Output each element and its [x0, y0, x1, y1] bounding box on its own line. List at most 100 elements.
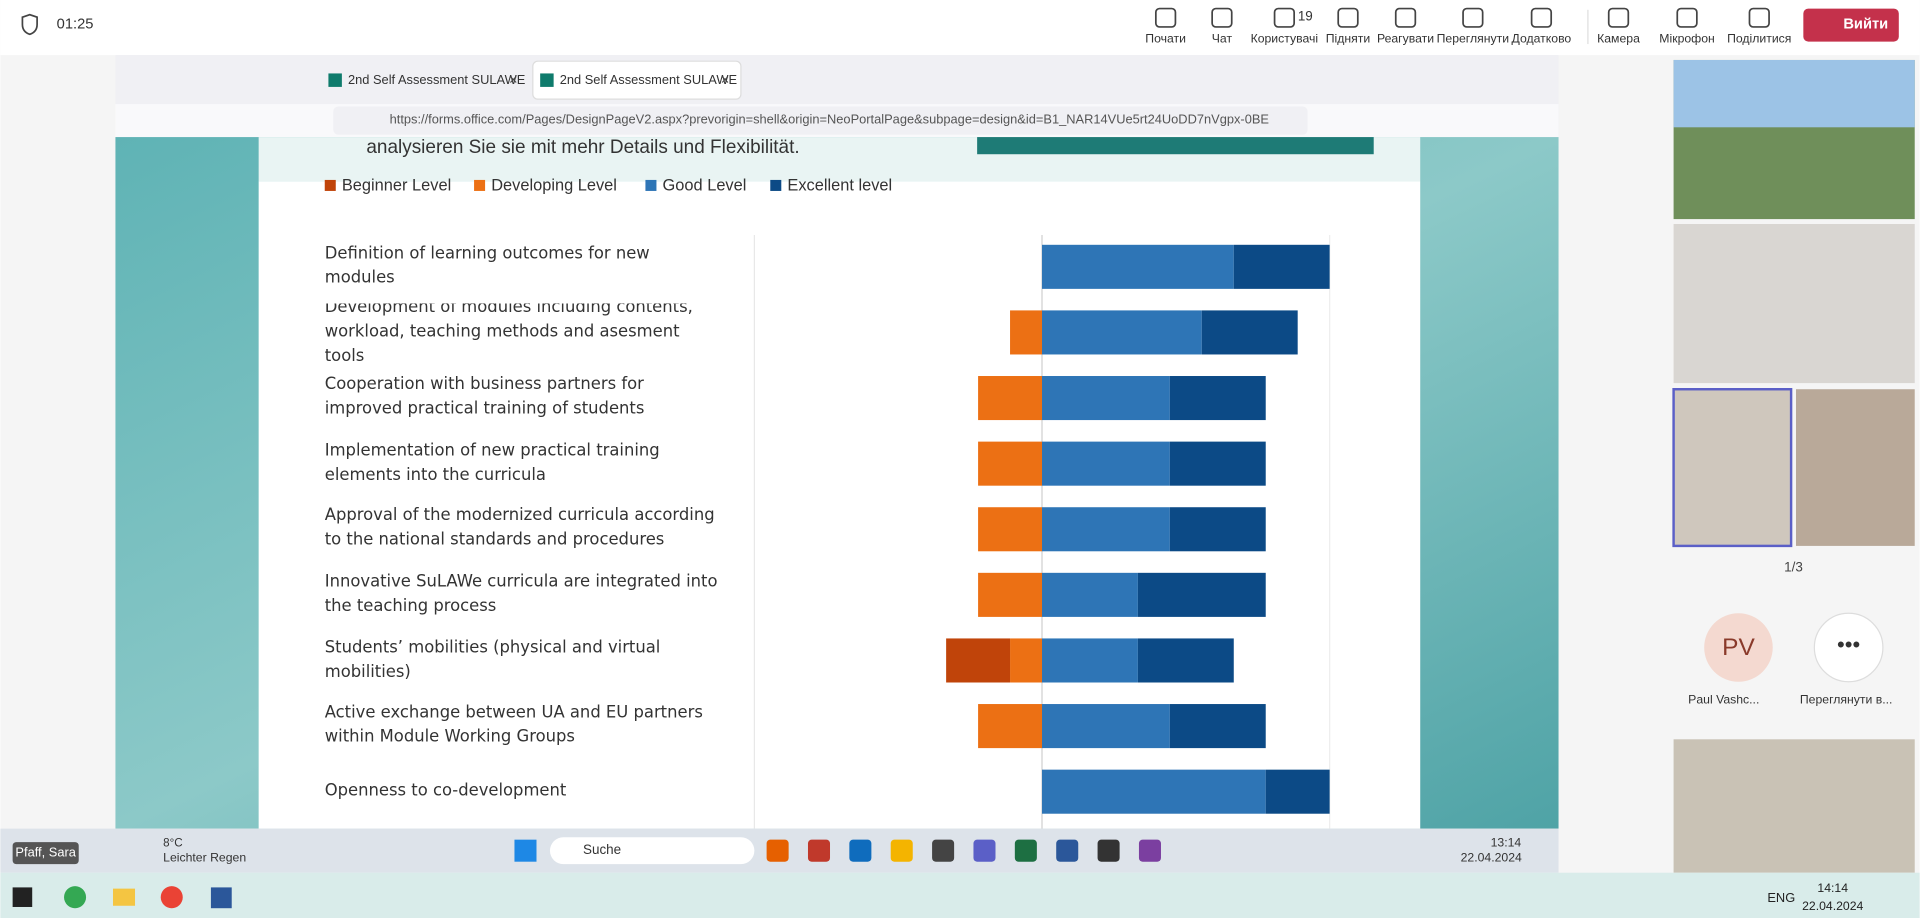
button-icon [1394, 7, 1417, 28]
bar-segment [1042, 244, 1234, 289]
app-icon[interactable] [932, 839, 955, 862]
bar-segment [1042, 441, 1170, 486]
tab-close: × [509, 73, 518, 89]
folder-icon[interactable] [112, 888, 136, 906]
app-icon[interactable] [807, 839, 831, 862]
legend-label: Good Level [663, 176, 747, 194]
app-icon[interactable] [1138, 839, 1161, 862]
bar-segment [1042, 769, 1266, 814]
bar-segment [1042, 638, 1138, 683]
button-label[interactable]: Додатково [1512, 31, 1572, 45]
button-label[interactable]: Переглянути [1437, 31, 1509, 45]
leave-button[interactable] [1803, 8, 1899, 42]
app-icon[interactable] [1056, 839, 1079, 862]
button-label[interactable]: Поділитися [1727, 31, 1791, 45]
os-date: 22.04.2024 [1802, 899, 1863, 913]
category-box: Active exchange between UA and EU partne… [324, 704, 703, 747]
app-icon[interactable] [1097, 839, 1120, 862]
weather: Leichter Regen [163, 850, 246, 864]
bar-segment [1042, 376, 1170, 421]
legend-swatch [324, 179, 336, 191]
category-label: Active exchange between UA and EU partne… [324, 704, 703, 747]
bar-segment [1233, 244, 1330, 289]
category-box: Implementation of new practical training… [325, 442, 660, 485]
button-icon [1748, 7, 1770, 28]
excel-button[interactable] [977, 137, 1374, 155]
app-icon[interactable] [849, 839, 872, 862]
active-tab[interactable] [532, 60, 742, 100]
tab-close: × [721, 73, 730, 89]
bar-segment [1265, 769, 1330, 814]
app-icon[interactable] [890, 839, 913, 862]
button-icon [1154, 7, 1177, 28]
bar-segment [978, 507, 1043, 552]
bar-segment [1137, 572, 1266, 617]
button-label[interactable]: Користувачі [1251, 31, 1319, 45]
bar-segment [978, 441, 1043, 486]
os-taskbar [0, 872, 1920, 918]
category-label: Development of modules including content… [324, 303, 693, 362]
button-icon [1273, 7, 1296, 28]
bar-segment [1042, 310, 1202, 355]
start-button[interactable] [514, 839, 537, 862]
category-box: Development of modules including content… [324, 303, 693, 362]
avatar-initials: PV [1722, 634, 1755, 661]
legend-swatch [770, 179, 782, 191]
category-label: Definition of learning outcomes for new … [324, 244, 650, 288]
tab-title[interactable]: 2nd Self Assessment SULAWE [560, 72, 738, 87]
bar-segment [978, 572, 1043, 617]
slide-subtitle: analysieren Sie sie mit mehr Details und… [366, 137, 799, 158]
bar-segment [1042, 704, 1170, 749]
button-label[interactable]: Підняти [1326, 31, 1370, 45]
tab-icon [540, 73, 554, 87]
button-label[interactable]: Мікрофон [1659, 31, 1715, 45]
category-box: Approval of the modernized curricula acc… [324, 507, 715, 551]
button-icon [1530, 7, 1553, 28]
bar-segment [1137, 638, 1234, 683]
legend-label: Beginner Level [342, 176, 451, 194]
category-label: Cooperation with business partners for i… [324, 375, 645, 419]
os-time: 14:14 [1817, 881, 1848, 895]
app-icon[interactable] [973, 839, 996, 862]
category-label: Approval of the modernized curricula acc… [324, 507, 715, 551]
bar-segment [1169, 704, 1266, 749]
tab-title[interactable]: 2nd Self Assessment SULAWE [348, 72, 526, 87]
temperature: 8°C [163, 836, 182, 849]
clock-time: 13:14 [1491, 836, 1522, 850]
bar-segment [1042, 572, 1138, 617]
category-box: Innovative SuLAWe curricula are integrat… [325, 573, 718, 616]
bar-segment [1201, 310, 1298, 355]
more-button[interactable] [1813, 612, 1884, 683]
button-label[interactable]: Реагувати [1377, 31, 1434, 45]
category-box: Definition of learning outcomes for new … [324, 244, 650, 288]
clock-date: 22.04.2024 [1461, 850, 1522, 864]
shield-icon [21, 13, 38, 36]
button-label[interactable]: Почати [1145, 31, 1186, 45]
button-label[interactable]: Камера [1597, 31, 1640, 45]
url-field[interactable] [333, 106, 1308, 135]
button-icon [1337, 7, 1359, 28]
bar-segment [946, 638, 1011, 683]
language: ENG [1767, 890, 1795, 905]
word-icon[interactable] [210, 887, 232, 909]
video-tile [1795, 389, 1915, 546]
app-icon[interactable] [1014, 839, 1037, 862]
tab-icon [328, 73, 342, 87]
count-badge: 19 [1298, 9, 1313, 24]
chrome-icon[interactable] [64, 886, 87, 909]
url: https://forms.office.com/Pages/DesignPag… [390, 111, 1270, 126]
category-box: Cooperation with business partners for i… [324, 375, 645, 419]
windows-logo[interactable] [12, 887, 33, 907]
search-label: Suche [583, 842, 621, 857]
more-dots: ••• [1837, 632, 1860, 657]
participant-name: Paul Vashc... [1688, 692, 1759, 706]
chrome-icon[interactable] [160, 886, 183, 909]
button-label[interactable]: Чат [1212, 31, 1233, 45]
video-tile [1673, 223, 1915, 384]
search-box[interactable] [549, 837, 755, 865]
app-icon[interactable] [766, 839, 789, 862]
button-icon [1211, 7, 1233, 28]
video-sky [1673, 59, 1915, 128]
